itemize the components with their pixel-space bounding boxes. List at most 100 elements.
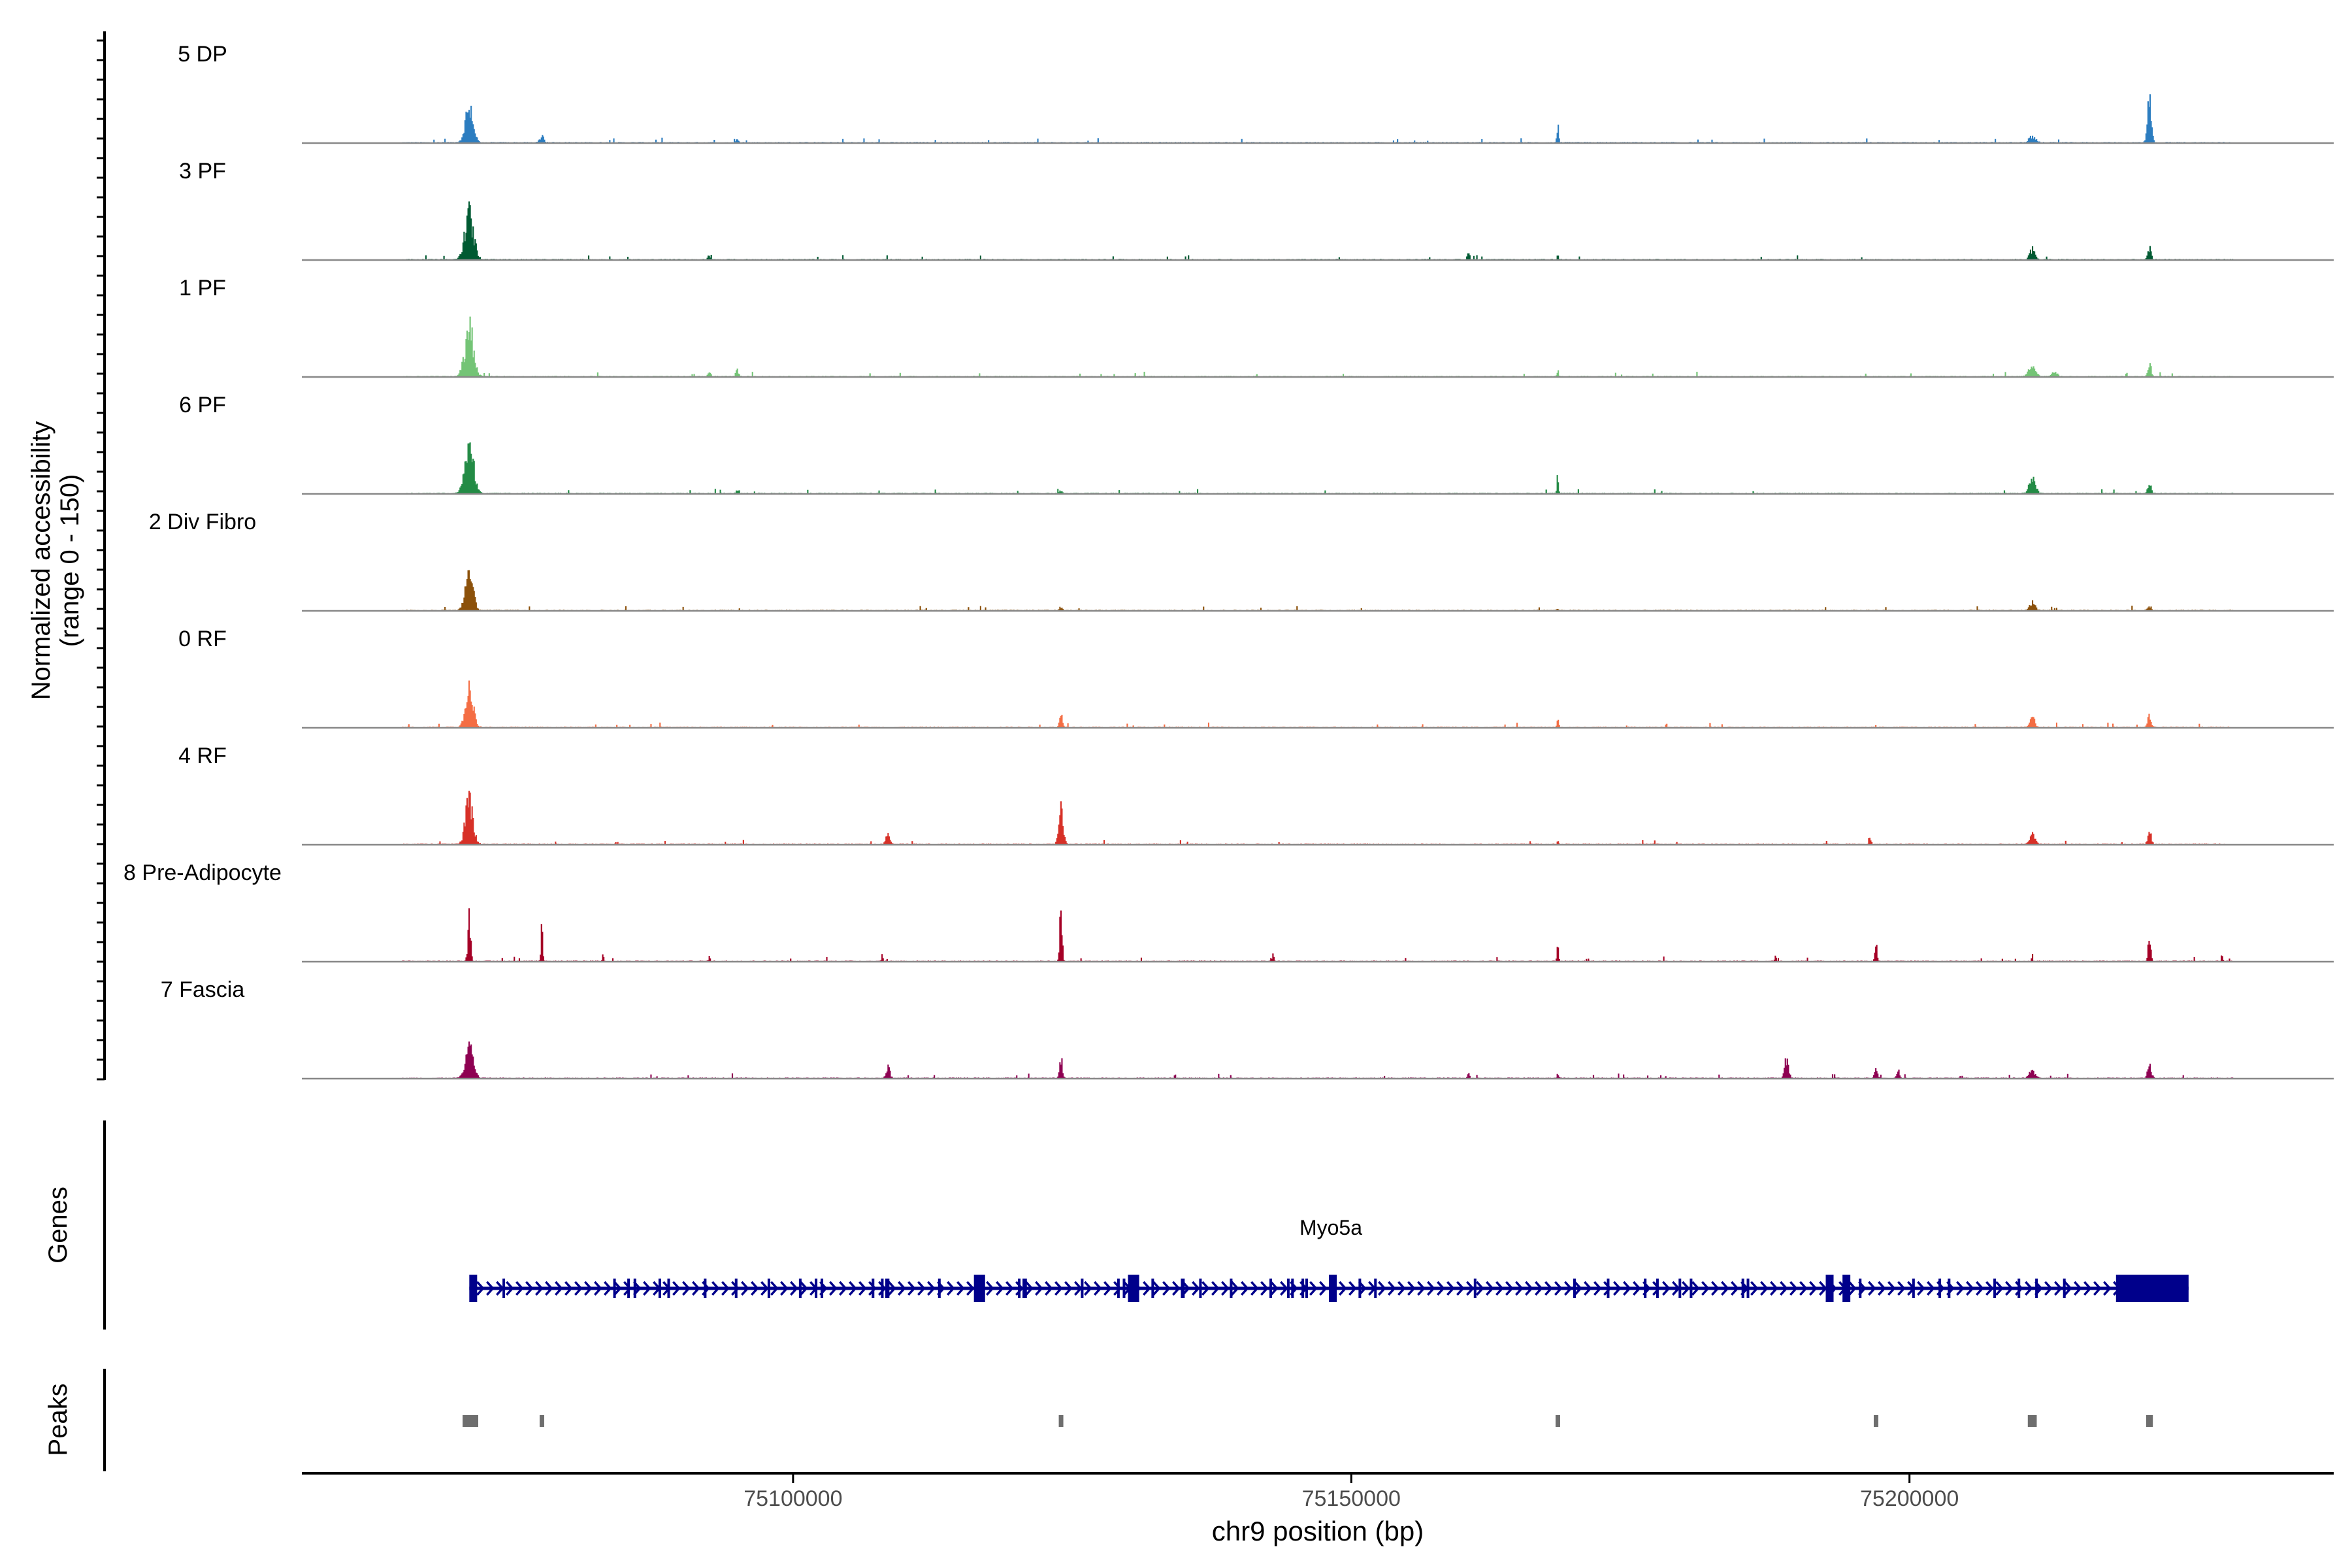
- peak-region: [1058, 1415, 1064, 1427]
- strand-arrow: [1466, 1281, 1475, 1296]
- strand-arrow: [1780, 1281, 1788, 1296]
- strand-arrow: [770, 1281, 779, 1296]
- track-3-pf: 3 PF: [179, 159, 2334, 261]
- strand-arrow: [741, 1281, 749, 1296]
- strand-arrow: [917, 1281, 926, 1296]
- gene-exon: [973, 1275, 985, 1302]
- coverage-y-axis: [97, 31, 106, 1081]
- strand-arrow: [1231, 1281, 1239, 1296]
- gene-exon-small: [1024, 1279, 1027, 1298]
- x-tick-label: 75100000: [743, 1486, 842, 1511]
- gene-exon-small: [1473, 1279, 1477, 1298]
- strand-arrow: [555, 1281, 563, 1296]
- gene-exon-small: [1081, 1279, 1084, 1298]
- strand-arrow: [1613, 1281, 1622, 1296]
- gene-exon-small: [1746, 1279, 1750, 1298]
- gene-exon-small: [1374, 1279, 1377, 1298]
- strand-arrow: [643, 1281, 651, 1296]
- strand-arrow: [1172, 1281, 1181, 1296]
- strand-arrow: [1270, 1281, 1279, 1296]
- gene-exon-small: [2035, 1279, 2038, 1298]
- track-label: 0 RF: [178, 627, 227, 651]
- strand-arrow: [966, 1281, 975, 1296]
- strand-arrow: [800, 1281, 808, 1296]
- gene-exon-small: [1656, 1279, 1659, 1298]
- strand-arrow: [1554, 1281, 1563, 1296]
- strand-arrow: [1809, 1281, 1818, 1296]
- gene-exon-small: [613, 1279, 616, 1298]
- track-label: 5 DP: [178, 42, 227, 67]
- strand-arrow: [1633, 1281, 1641, 1296]
- gene-exon-small: [1948, 1279, 1951, 1298]
- strand-arrow: [1799, 1281, 1808, 1296]
- strand-arrow: [1094, 1281, 1102, 1296]
- strand-arrow: [1721, 1281, 1729, 1296]
- y-axis-label-line1: Normalized accessibility: [27, 421, 56, 700]
- peak-region: [539, 1415, 544, 1427]
- gene-exon-small: [938, 1279, 941, 1298]
- strand-arrow: [1662, 1281, 1671, 1296]
- strand-arrow: [1280, 1281, 1288, 1296]
- strand-arrow: [947, 1281, 955, 1296]
- gene-exon-small: [1022, 1279, 1026, 1298]
- gene-exon-small: [885, 1279, 889, 1298]
- strand-arrow: [1309, 1281, 1318, 1296]
- track-label: 2 Div Fibro: [149, 510, 256, 534]
- peak-regions: [463, 1415, 2153, 1427]
- gene-exon-small: [1912, 1279, 1915, 1298]
- strand-arrow: [692, 1281, 700, 1296]
- peak-region: [1873, 1415, 1878, 1427]
- strand-arrow: [849, 1281, 857, 1296]
- strand-arrow: [564, 1281, 573, 1296]
- peak-region: [2027, 1415, 2037, 1427]
- strand-arrow: [927, 1281, 936, 1296]
- strand-arrow: [907, 1281, 916, 1296]
- strand-arrow: [780, 1281, 789, 1296]
- gene-exon-small: [1644, 1279, 1647, 1298]
- gene-exon-small: [1122, 1279, 1126, 1298]
- strand-arrow: [1211, 1281, 1220, 1296]
- gene-exon-small: [627, 1279, 630, 1298]
- gene-exon-small: [1358, 1279, 1362, 1298]
- strand-arrow: [1584, 1281, 1592, 1296]
- track-label: 1 PF: [179, 276, 226, 301]
- strand-arrow: [1878, 1281, 1886, 1296]
- x-tick-label: 75200000: [1860, 1486, 1959, 1511]
- gene-exon-small: [1301, 1279, 1305, 1298]
- strand-arrow: [1064, 1281, 1073, 1296]
- x-axis-label: chr9 position (bp): [1212, 1516, 1424, 1546]
- x-tick-label: 75150000: [1302, 1486, 1401, 1511]
- gene-exon-small: [2063, 1279, 2066, 1298]
- strand-arrow: [682, 1281, 691, 1296]
- strand-arrow: [672, 1281, 681, 1296]
- genes-track: Genes Myo5a: [44, 1120, 2189, 1330]
- strand-arrow: [1966, 1281, 1974, 1296]
- strand-arrow: [1574, 1281, 1582, 1296]
- strand-arrow: [711, 1281, 720, 1296]
- strand-arrow: [878, 1281, 887, 1296]
- strand-arrow: [1525, 1281, 1533, 1296]
- gene-exon: [1329, 1275, 1337, 1302]
- strand-arrow: [1505, 1281, 1514, 1296]
- strand-arrow: [1770, 1281, 1778, 1296]
- strand-arrow: [1260, 1281, 1269, 1296]
- strand-arrow: [2005, 1281, 2014, 1296]
- strand-arrow: [1750, 1281, 1759, 1296]
- strand-arrow: [1397, 1281, 1406, 1296]
- gene-exon-small: [1859, 1279, 1862, 1298]
- gene-exon-small: [1993, 1279, 1997, 1298]
- strand-arrow: [721, 1281, 730, 1296]
- gene-exon-small: [1151, 1279, 1154, 1298]
- strand-arrow: [584, 1281, 593, 1296]
- strand-arrow: [1005, 1281, 1014, 1296]
- strand-arrow: [1152, 1281, 1161, 1296]
- peak-region: [2146, 1415, 2153, 1427]
- track-5-dp: 5 DP: [178, 42, 2334, 144]
- strand-arrow: [1976, 1281, 1984, 1296]
- strand-arrow: [2083, 1281, 2092, 1296]
- strand-arrow: [623, 1281, 632, 1296]
- strand-arrow: [731, 1281, 740, 1296]
- gene-exon-small: [1573, 1279, 1576, 1298]
- strand-arrow: [1535, 1281, 1543, 1296]
- gene-model-myo5a: [469, 1275, 2189, 1302]
